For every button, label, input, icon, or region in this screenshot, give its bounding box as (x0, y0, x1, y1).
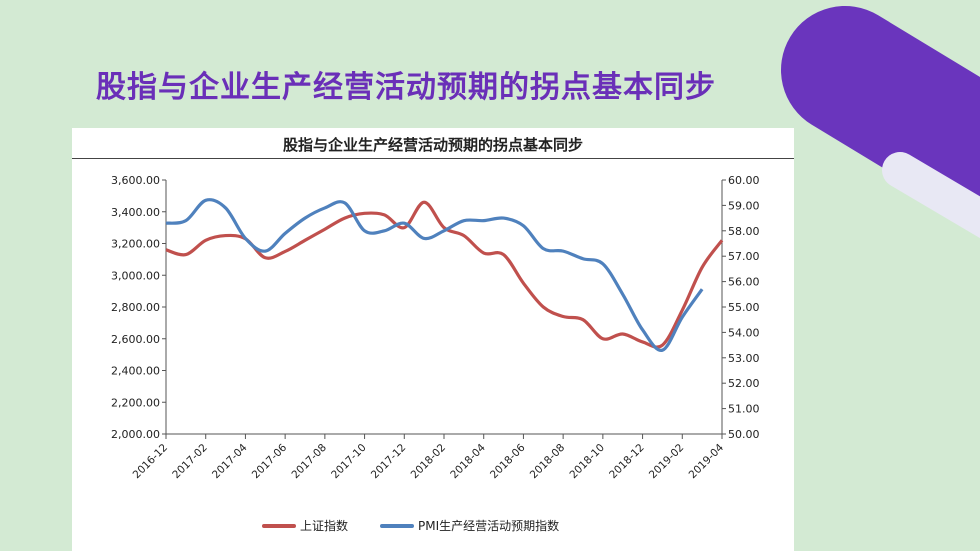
chart-title: 股指与企业生产经营活动预期的拐点基本同步 (282, 136, 583, 154)
right-tick-label: 57.00 (728, 250, 760, 263)
right-tick-label: 55.00 (728, 301, 760, 314)
x-tick-label: 2018-12 (607, 442, 647, 482)
right-tick-label: 50.00 (728, 428, 760, 441)
left-tick-label: 3,200.00 (111, 238, 160, 251)
x-tick-label: 2017-04 (210, 441, 250, 481)
left-tick-label: 2,000.00 (111, 428, 160, 441)
right-tick-label: 51.00 (728, 403, 760, 416)
x-tick-label: 2017-08 (289, 442, 329, 482)
legend-label-series-2: PMI生产经营活动预期指数 (418, 519, 560, 533)
right-tick-label: 56.00 (728, 276, 760, 289)
legend-label-series-1: 上证指数 (300, 519, 349, 533)
x-tick-label: 2017-06 (250, 441, 290, 481)
x-tick-label: 2017-12 (369, 442, 409, 482)
slide-title: 股指与企业生产经营活动预期的拐点基本同步 (96, 70, 716, 105)
right-tick-label: 52.00 (728, 377, 760, 390)
left-tick-label: 2,400.00 (111, 365, 160, 378)
left-tick-label: 2,200.00 (111, 396, 160, 409)
legend-swatch-series-1 (262, 523, 296, 528)
left-tick-label: 3,000.00 (111, 269, 160, 282)
x-tick-label: 2018-04 (448, 441, 488, 481)
x-tick-label: 2016-12 (131, 442, 171, 482)
x-tick-label: 2019-04 (687, 441, 727, 481)
x-tick-label: 2019-02 (647, 442, 687, 482)
chart-title-rule (72, 158, 794, 159)
x-tick-label: 2018-02 (409, 442, 449, 482)
line-chart: 2,000.00 2,200.00 2,400.00 2,600.00 2,800.00… (111, 174, 760, 482)
right-tick-label: 54.00 (728, 326, 760, 339)
right-tick-label: 58.00 (728, 225, 760, 238)
right-tick-label: 60.00 (728, 174, 760, 187)
chart-legend: 上证指数 PMI生产经营活动预期指数 (262, 517, 622, 537)
left-tick-label: 3,600.00 (111, 174, 160, 187)
series-line-pmi-expectation (165, 198, 704, 352)
right-tick-label: 59.00 (728, 199, 760, 212)
left-tick-label: 3,400.00 (111, 206, 160, 219)
chart-panel: 股指与企业生产经营活动预期的拐点基本同步 2,000.00 2,200.00 2,4… (72, 128, 794, 551)
legend-item-series-1: 上证指数 (262, 517, 348, 534)
right-tick-label: 53.00 (728, 352, 760, 365)
x-tick-label: 2017-02 (170, 442, 210, 482)
legend-swatch-series-2 (380, 523, 414, 528)
x-tick-label: 2017-10 (329, 442, 369, 482)
x-tick-label: 2018-06 (488, 441, 528, 481)
series-line-shanghai-index (165, 200, 724, 349)
x-tick-label: 2018-08 (528, 442, 568, 482)
left-tick-label: 2,800.00 (111, 301, 160, 314)
x-tick-label: 2018-10 (567, 442, 607, 482)
left-tick-label: 2,600.00 (111, 333, 160, 346)
legend-item-series-2: PMI生产经营活动预期指数 (380, 517, 559, 534)
